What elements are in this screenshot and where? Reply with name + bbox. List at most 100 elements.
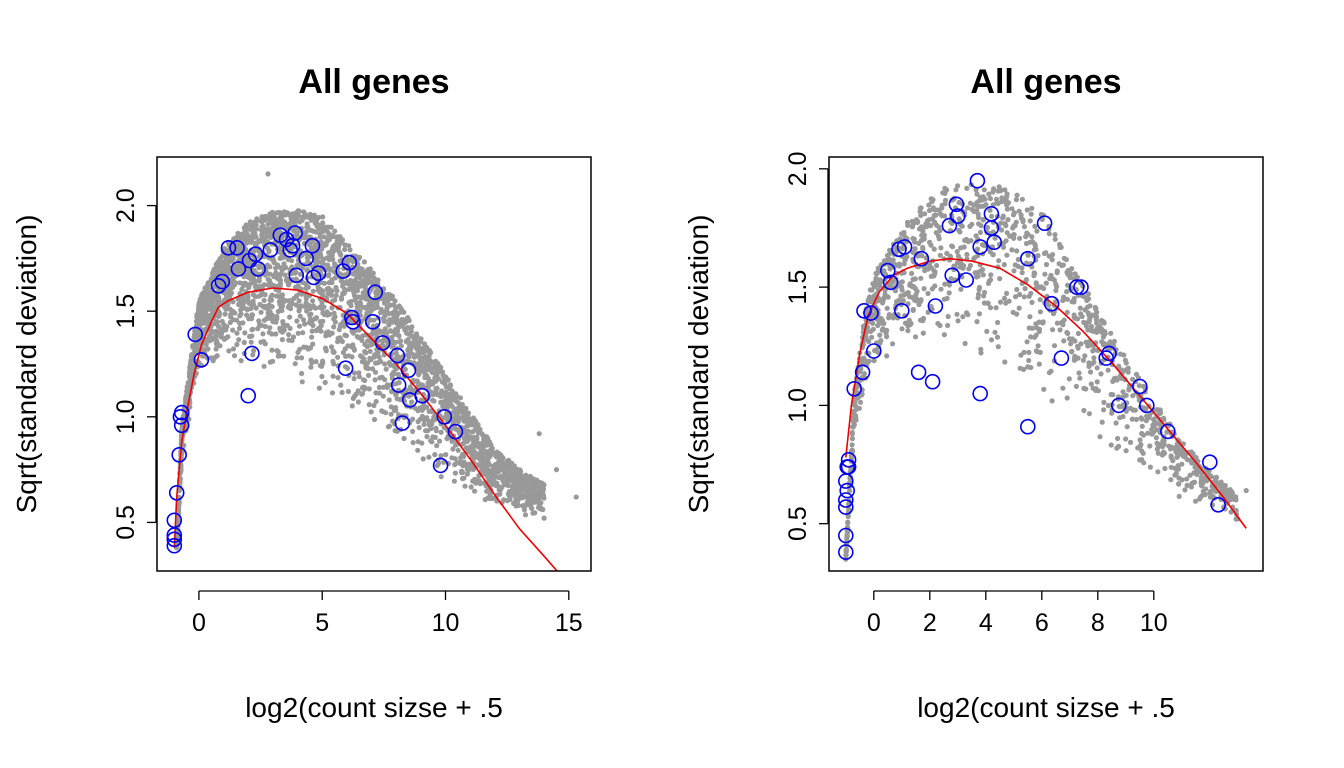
background-point (310, 322, 316, 329)
background-point (987, 305, 994, 311)
background-point (884, 334, 890, 340)
background-point (1029, 299, 1035, 305)
background-point (1064, 289, 1070, 295)
background-point (256, 278, 262, 284)
highlight-point (230, 261, 247, 277)
background-point (921, 236, 927, 242)
background-point (199, 302, 205, 308)
background-point (415, 380, 422, 386)
highlight-point (1139, 397, 1155, 414)
background-point (216, 268, 222, 274)
background-point (329, 390, 336, 396)
background-point (271, 258, 277, 264)
background-point (1161, 417, 1167, 423)
background-point (384, 330, 390, 336)
background-point (393, 350, 399, 356)
background-point (905, 328, 911, 334)
background-point (529, 480, 535, 486)
background-point (267, 325, 273, 331)
background-point (252, 278, 258, 284)
background-point (474, 442, 480, 448)
background-point (382, 326, 388, 332)
y-tick-label: 1.5 (112, 294, 140, 329)
background-point (920, 316, 926, 322)
background-point (849, 448, 855, 454)
background-point (1147, 464, 1153, 470)
background-point (462, 483, 468, 489)
background-point (218, 258, 224, 265)
highlight-point (1069, 279, 1085, 295)
background-point (1159, 444, 1166, 450)
background-point (1051, 343, 1058, 349)
background-point (944, 295, 950, 301)
background-point (415, 371, 421, 377)
background-point (975, 273, 981, 279)
background-point (926, 217, 932, 223)
background-point (1173, 449, 1179, 455)
background-point (431, 398, 437, 404)
background-point (265, 315, 271, 321)
background-point (453, 418, 459, 424)
background-point (457, 409, 463, 415)
background-point (867, 287, 874, 293)
background-point (380, 384, 387, 390)
highlight-point (374, 335, 391, 351)
background-point (1064, 395, 1070, 401)
background-point (1091, 347, 1097, 353)
background-point (204, 300, 210, 306)
background-point (917, 205, 924, 211)
background-point (262, 323, 268, 329)
background-point (352, 297, 358, 303)
background-point (351, 347, 357, 353)
background-point (359, 271, 365, 277)
background-point (393, 366, 399, 372)
background-point (408, 328, 414, 334)
background-point (1229, 492, 1235, 498)
background-point (997, 188, 1004, 194)
background-point (490, 450, 496, 456)
background-point (995, 319, 1001, 326)
background-point (974, 207, 980, 213)
background-point (212, 354, 218, 360)
background-point (896, 263, 903, 269)
background-point (1152, 419, 1158, 425)
background-point (287, 213, 293, 219)
background-point (357, 308, 363, 314)
background-point (925, 309, 931, 315)
background-point (372, 305, 378, 311)
background-point (1086, 296, 1092, 302)
background-point (313, 359, 319, 365)
background-point (371, 275, 377, 281)
background-point (244, 306, 250, 312)
background-point (1048, 368, 1054, 374)
background-point (507, 496, 513, 502)
background-point (1042, 271, 1048, 277)
background-point (1066, 336, 1072, 342)
background-point (1086, 411, 1092, 417)
background-point (922, 211, 928, 217)
left-highlight-points (166, 225, 464, 554)
background-point (237, 243, 243, 249)
background-point (1027, 314, 1033, 320)
background-point (1016, 305, 1022, 311)
background-point (1017, 235, 1023, 241)
background-point (246, 316, 252, 322)
background-point (1202, 491, 1208, 498)
background-point (1004, 193, 1010, 199)
background-point (909, 218, 915, 224)
background-point (441, 374, 447, 381)
background-point (1019, 270, 1025, 276)
background-point (491, 479, 497, 485)
background-point (880, 326, 886, 332)
highlight-point (893, 302, 910, 319)
background-point (1002, 187, 1008, 193)
highlight-point (949, 208, 966, 224)
highlight-point (447, 423, 464, 440)
background-point (226, 348, 232, 354)
background-point (981, 289, 988, 296)
left-x-axis-label: log2(count sizse + .5 (245, 692, 503, 723)
highlight-point (1160, 423, 1176, 440)
y-tick-label: 1.5 (784, 270, 812, 305)
background-point (357, 294, 363, 300)
background-point (1109, 410, 1115, 416)
